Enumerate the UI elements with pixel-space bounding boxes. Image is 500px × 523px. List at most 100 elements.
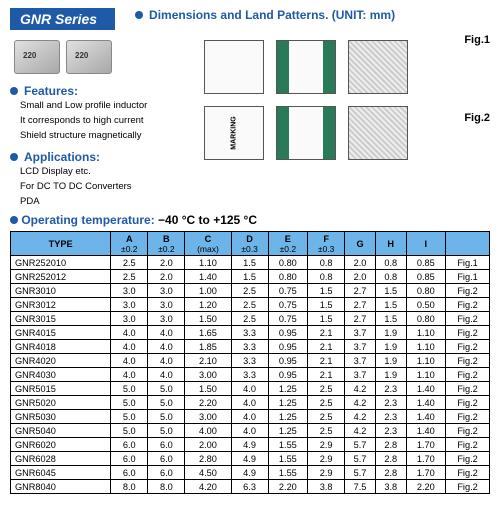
value-cell: 4.0 <box>148 368 185 382</box>
value-cell: Fig.2 <box>446 354 490 368</box>
value-cell: 0.95 <box>268 368 308 382</box>
table-body: GNR2520102.52.01.101.50.800.82.00.80.85F… <box>11 256 490 494</box>
value-cell: 0.95 <box>268 340 308 354</box>
value-cell: 1.5 <box>231 270 268 284</box>
value-cell: 1.55 <box>268 452 308 466</box>
value-cell: Fig.1 <box>446 270 490 284</box>
value-cell: 3.3 <box>231 340 268 354</box>
value-cell: 5.0 <box>148 396 185 410</box>
value-cell: 6.0 <box>148 466 185 480</box>
value-cell: 4.0 <box>231 410 268 424</box>
datasheet-page: GNR Series Dimensions and Land Patterns.… <box>0 0 500 502</box>
product-images <box>14 40 190 74</box>
value-cell: 5.0 <box>148 382 185 396</box>
col-header: I <box>406 232 446 256</box>
value-cell: 2.3 <box>375 382 406 396</box>
value-cell: 8.0 <box>148 480 185 494</box>
type-cell: GNR4030 <box>11 368 111 382</box>
value-cell: 1.40 <box>185 270 231 284</box>
value-cell: 4.9 <box>231 452 268 466</box>
value-cell: 2.1 <box>308 368 345 382</box>
value-cell: 1.40 <box>406 424 446 438</box>
land-pattern-drawing <box>348 40 408 94</box>
value-cell: Fig.2 <box>446 368 490 382</box>
value-cell: 1.70 <box>406 452 446 466</box>
features-heading: Features: <box>10 84 190 98</box>
type-cell: GNR3010 <box>11 284 111 298</box>
value-cell: Fig.2 <box>446 466 490 480</box>
value-cell: 5.7 <box>345 466 376 480</box>
value-cell: 5.0 <box>111 424 148 438</box>
value-cell: 1.50 <box>185 382 231 396</box>
value-cell: 2.10 <box>185 354 231 368</box>
table-row: GNR2520102.52.01.101.50.800.82.00.80.85F… <box>11 256 490 270</box>
col-header <box>446 232 490 256</box>
value-cell: 3.8 <box>308 480 345 494</box>
value-cell: 3.0 <box>148 298 185 312</box>
value-cell: 1.5 <box>308 312 345 326</box>
dimensions-title-text: Dimensions and Land Patterns. (UNIT: mm) <box>149 8 395 22</box>
value-cell: 2.8 <box>375 438 406 452</box>
value-cell: 3.3 <box>231 326 268 340</box>
value-cell: 4.9 <box>231 438 268 452</box>
value-cell: 2.5 <box>308 396 345 410</box>
value-cell: 4.0 <box>111 368 148 382</box>
value-cell: 2.5 <box>231 284 268 298</box>
value-cell: Fig.2 <box>446 298 490 312</box>
outline-drawing <box>204 40 264 94</box>
value-cell: 2.5 <box>111 270 148 284</box>
value-cell: 0.85 <box>406 256 446 270</box>
value-cell: 1.10 <box>406 368 446 382</box>
product-photo <box>66 40 112 74</box>
value-cell: 2.5 <box>308 410 345 424</box>
table-row: GNR50205.05.02.204.01.252.54.22.31.40Fig… <box>11 396 490 410</box>
value-cell: 2.8 <box>375 452 406 466</box>
value-cell: 0.8 <box>308 270 345 284</box>
value-cell: 2.7 <box>345 312 376 326</box>
value-cell: 5.0 <box>148 424 185 438</box>
value-cell: 3.0 <box>111 284 148 298</box>
value-cell: 2.5 <box>231 298 268 312</box>
value-cell: 0.75 <box>268 298 308 312</box>
product-photo <box>14 40 60 74</box>
value-cell: 0.80 <box>268 256 308 270</box>
value-cell: 1.50 <box>185 312 231 326</box>
value-cell: 0.8 <box>375 256 406 270</box>
value-cell: 6.0 <box>148 438 185 452</box>
value-cell: 2.80 <box>185 452 231 466</box>
value-cell: 1.55 <box>268 438 308 452</box>
value-cell: 3.7 <box>345 368 376 382</box>
value-cell: 6.3 <box>231 480 268 494</box>
value-cell: 4.0 <box>231 396 268 410</box>
value-cell: 2.5 <box>231 312 268 326</box>
land-pattern-drawing <box>348 106 408 160</box>
col-header: A±0.2 <box>111 232 148 256</box>
value-cell: 2.1 <box>308 340 345 354</box>
value-cell: 2.9 <box>308 452 345 466</box>
value-cell: 0.95 <box>268 354 308 368</box>
type-cell: GNR4015 <box>11 326 111 340</box>
value-cell: Fig.2 <box>446 438 490 452</box>
value-cell: 5.0 <box>111 396 148 410</box>
value-cell: 1.20 <box>185 298 231 312</box>
value-cell: 2.0 <box>345 256 376 270</box>
table-row: GNR50155.05.01.504.01.252.54.22.31.40Fig… <box>11 382 490 396</box>
value-cell: 2.1 <box>308 354 345 368</box>
value-cell: 1.9 <box>375 340 406 354</box>
features-list: Small and Low profile inductor It corres… <box>20 98 190 144</box>
application-item: PDA <box>20 194 190 209</box>
value-cell: 1.25 <box>268 424 308 438</box>
value-cell: 3.7 <box>345 340 376 354</box>
value-cell: 2.3 <box>375 410 406 424</box>
value-cell: Fig.2 <box>446 312 490 326</box>
bullet-icon <box>135 11 143 19</box>
value-cell: 1.5 <box>308 298 345 312</box>
value-cell: 2.0 <box>148 256 185 270</box>
value-cell: 4.50 <box>185 466 231 480</box>
table-row: GNR40184.04.01.853.30.952.13.71.91.10Fig… <box>11 340 490 354</box>
value-cell: 4.2 <box>345 424 376 438</box>
value-cell: Fig.2 <box>446 284 490 298</box>
col-header: C(max) <box>185 232 231 256</box>
feature-item: Small and Low profile inductor <box>20 98 190 113</box>
value-cell: 3.0 <box>111 312 148 326</box>
